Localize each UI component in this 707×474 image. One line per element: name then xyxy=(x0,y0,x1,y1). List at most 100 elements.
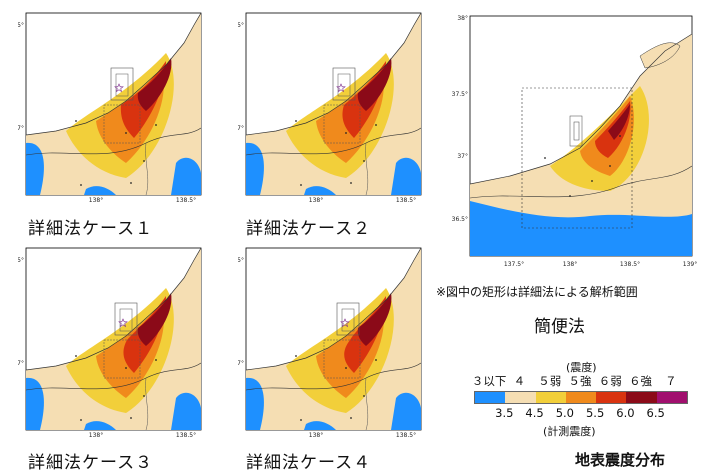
caption-case-3: 詳細法ケース３ xyxy=(28,453,154,473)
legend-class-label: ５弱 xyxy=(538,374,562,388)
map-panel-case-2: 37.5° 37° 138° 138.5° xyxy=(238,8,428,203)
intensity-6-upper xyxy=(357,293,392,346)
city-marker xyxy=(350,417,352,419)
city-marker xyxy=(375,359,377,361)
map-svg: 37.5° 37° 138° 138.5° xyxy=(18,247,202,438)
low-intensity-east xyxy=(391,392,421,430)
intensity-6-upper xyxy=(137,58,172,111)
intensity-6-upper xyxy=(137,293,172,346)
city-marker xyxy=(300,184,302,186)
city-marker xyxy=(569,195,571,197)
low-intensity-south xyxy=(304,421,336,430)
land-area xyxy=(26,13,201,195)
analysis-range-rectangle xyxy=(521,87,633,229)
legend-class-label: ５強 xyxy=(568,374,592,388)
lon-tick-label: 138° xyxy=(89,197,103,203)
lat-tick-label: 36.5° xyxy=(452,216,468,223)
legend-intensity-classes: ３以下 ４ ５弱 ５強 ６弱 ６強 ７ xyxy=(0,373,707,388)
city-marker xyxy=(300,419,302,421)
epicenter-star-icon xyxy=(114,83,124,93)
city-marker xyxy=(375,124,377,126)
low-intensity-east xyxy=(171,157,201,195)
map-svg: 37.5° 37° 138° 138.5° xyxy=(18,12,202,203)
analysis-rectangle xyxy=(323,339,361,379)
lat-tick-label: 37° xyxy=(238,125,244,132)
coastline xyxy=(246,248,421,371)
lon-tick-label: 138° xyxy=(563,261,577,268)
legend-swatch xyxy=(535,392,566,403)
low-intensity-east xyxy=(171,392,201,430)
city-marker xyxy=(345,132,347,134)
island xyxy=(639,42,681,69)
city-marker xyxy=(295,120,297,122)
city-marker xyxy=(155,359,157,361)
fault-rectangle xyxy=(337,73,351,97)
low-intensity-east xyxy=(391,157,421,195)
analysis-rectangle xyxy=(103,104,141,144)
lon-tick-label: 138.5° xyxy=(396,197,416,203)
low-intensity-south xyxy=(470,201,692,256)
main-title: 地表震度分布 xyxy=(575,451,666,469)
boundary-line xyxy=(26,127,201,156)
analysis-rectangle xyxy=(103,339,141,379)
fault-rectangle xyxy=(332,67,356,101)
map-panel-case-1: 37.5° 37° 138° 138.5° xyxy=(18,8,208,203)
epicenter-star-icon xyxy=(118,318,128,328)
fault-rectangle xyxy=(341,308,355,332)
legend-swatch xyxy=(596,392,627,403)
land-area xyxy=(246,248,421,430)
land-area xyxy=(246,13,421,195)
city-marker xyxy=(295,355,297,357)
low-intensity-west xyxy=(26,142,44,195)
caption-case-1: 詳細法ケース１ xyxy=(28,219,154,239)
legend-class-label: ７ xyxy=(665,374,677,388)
city-marker xyxy=(155,124,157,126)
fault-rectangle xyxy=(119,308,133,332)
simplified-method-label: 簡便法 xyxy=(534,317,585,337)
map-panel-case-4: 37.5° 37° 138° 138.5° xyxy=(238,243,428,438)
intensity-6-upper xyxy=(608,104,630,140)
fault-rectangle xyxy=(115,73,129,97)
coastline xyxy=(26,13,201,136)
overview-svg: 38° 37.5° 37° 36.5° 137.5° 138° 138.5° 139° xyxy=(452,15,698,268)
low-intensity-west xyxy=(246,377,264,430)
city-marker xyxy=(125,367,127,369)
lat-tick-label: 37.5° xyxy=(238,22,244,29)
legend-subtitle: (計測震度) xyxy=(543,425,596,438)
city-marker xyxy=(130,182,132,184)
city-marker xyxy=(80,184,82,186)
city-marker xyxy=(609,165,611,167)
low-intensity-south xyxy=(304,186,336,195)
city-marker xyxy=(544,157,546,159)
fault-rectangle xyxy=(114,302,138,336)
city-marker xyxy=(345,367,347,369)
legend-swatch xyxy=(475,392,506,403)
legend-value-label: 5.5 xyxy=(585,406,605,420)
lon-tick-label: 138.5° xyxy=(620,261,640,268)
city-marker xyxy=(619,135,621,137)
legend-class-label: ４ xyxy=(513,374,526,388)
legend-value-label: 5.0 xyxy=(555,406,574,420)
city-marker xyxy=(75,120,77,122)
epicenter-star-icon xyxy=(336,83,346,93)
city-marker xyxy=(591,180,593,182)
city-marker xyxy=(125,132,127,134)
city-marker xyxy=(75,355,77,357)
low-intensity-south xyxy=(84,186,116,195)
legend-color-bar xyxy=(474,391,688,404)
coastline xyxy=(26,248,201,371)
low-intensity-west xyxy=(26,377,44,430)
lat-tick-label: 37.5° xyxy=(452,91,468,98)
city-marker xyxy=(350,182,352,184)
caption-case-2: 詳細法ケース２ xyxy=(246,219,372,239)
city-marker xyxy=(363,395,365,397)
city-marker xyxy=(363,160,365,162)
lon-tick-label: 138.5° xyxy=(176,432,196,438)
boundary-line xyxy=(365,377,369,430)
legend-swatch xyxy=(565,392,597,403)
analysis-rectangle xyxy=(323,104,361,144)
boundary-line xyxy=(246,362,421,391)
city-marker xyxy=(80,419,82,421)
lat-tick-label: 37° xyxy=(18,125,24,132)
city-marker xyxy=(130,417,132,419)
